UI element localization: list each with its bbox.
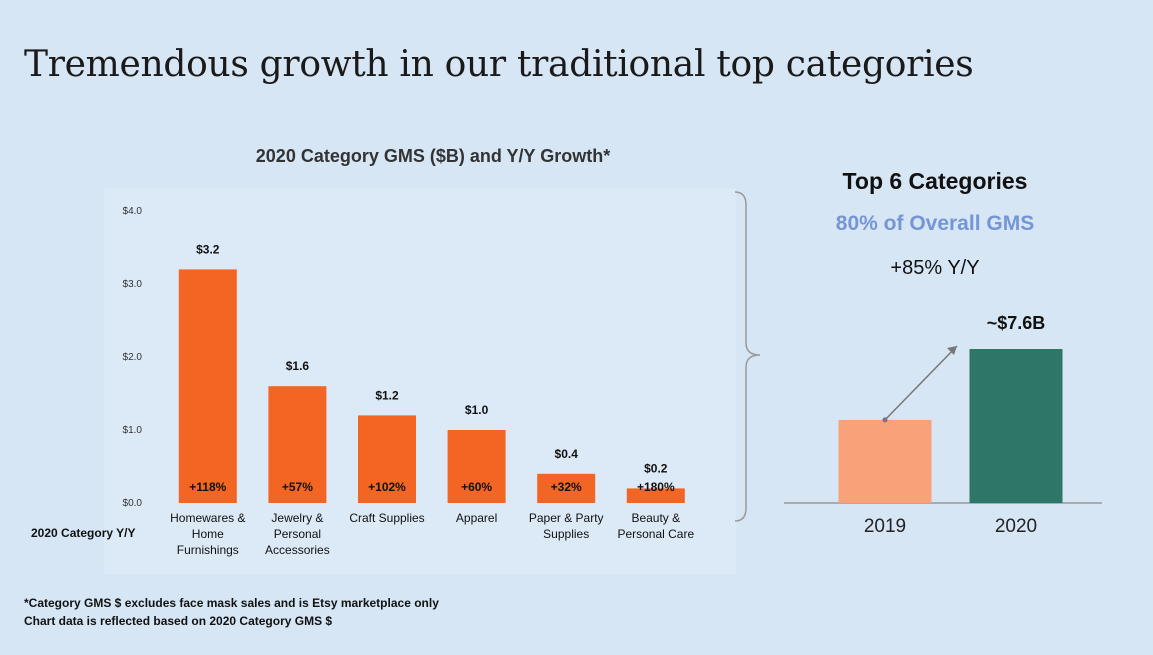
- category-label: Home: [192, 527, 224, 541]
- year-label: 2019: [864, 516, 906, 537]
- category-label: Beauty &: [631, 511, 680, 525]
- bar: [358, 415, 416, 503]
- category-label: Craft Supplies: [349, 511, 424, 525]
- growth-arrow-head: [947, 346, 957, 355]
- category-label: Accessories: [265, 543, 330, 557]
- category-label: Personal: [274, 527, 321, 541]
- y-tick-label: $2.0: [123, 352, 143, 363]
- bar-value-label: $1.6: [286, 359, 310, 373]
- year-label: 2020: [995, 516, 1037, 537]
- footnote-chart-basis: Chart data is reflected based on 2020 Ca…: [24, 614, 333, 628]
- growth-label: +32%: [551, 480, 582, 494]
- top-categories-title: Top 6 Categories: [842, 168, 1028, 194]
- bar: [178, 269, 237, 503]
- bar-value-label: $1.2: [375, 388, 399, 402]
- footnote-mask-sales: *Category GMS $ excludes face mask sales…: [24, 596, 439, 610]
- yoy-growth-label: +85% Y/Y: [890, 257, 980, 279]
- growth-label: +180%: [637, 480, 675, 494]
- growth-label: +57%: [282, 480, 313, 494]
- bar-value-label: $1.0: [465, 403, 489, 417]
- category-label: Homewares &: [170, 511, 245, 525]
- bar-value-label: $0.2: [644, 461, 668, 475]
- bar-2020: [969, 349, 1063, 503]
- category-label: Jewelry &: [271, 511, 323, 525]
- y-tick-label: $3.0: [123, 279, 143, 290]
- growth-row-label: 2020 Category Y/Y: [31, 526, 136, 540]
- category-label: Personal Care: [617, 527, 694, 541]
- y-tick-label: $4.0: [123, 206, 143, 217]
- bar: [268, 386, 327, 503]
- category-label: Paper & Party: [529, 511, 604, 525]
- bar: [537, 473, 596, 503]
- bar: [626, 488, 685, 503]
- growth-arrow-line: [884, 345, 958, 421]
- overall-gms-share: 80% of Overall GMS: [835, 212, 1035, 235]
- curly-brace: [734, 191, 761, 522]
- category-label: Supplies: [543, 527, 589, 541]
- bar-value-label: $0.4: [555, 447, 579, 461]
- category-label: Apparel: [456, 511, 497, 525]
- bar-2019: [838, 419, 932, 503]
- growth-arrow-start: [882, 417, 888, 423]
- category-label: Furnishings: [177, 543, 239, 557]
- growth-label: +118%: [189, 480, 226, 494]
- growth-label: +102%: [368, 480, 406, 494]
- bar-value-label: $3.2: [196, 242, 220, 256]
- y-tick-label: $0.0: [123, 498, 143, 509]
- chart-title: 2020 Category GMS ($B) and Y/Y Growth*: [255, 146, 611, 166]
- growth-label: +60%: [461, 480, 492, 494]
- y-tick-label: $1.0: [123, 425, 143, 436]
- bar: [447, 430, 506, 503]
- gms-value-label: ~$7.6B: [987, 313, 1046, 333]
- slide-title: Tremendous growth in our traditional top…: [24, 44, 974, 85]
